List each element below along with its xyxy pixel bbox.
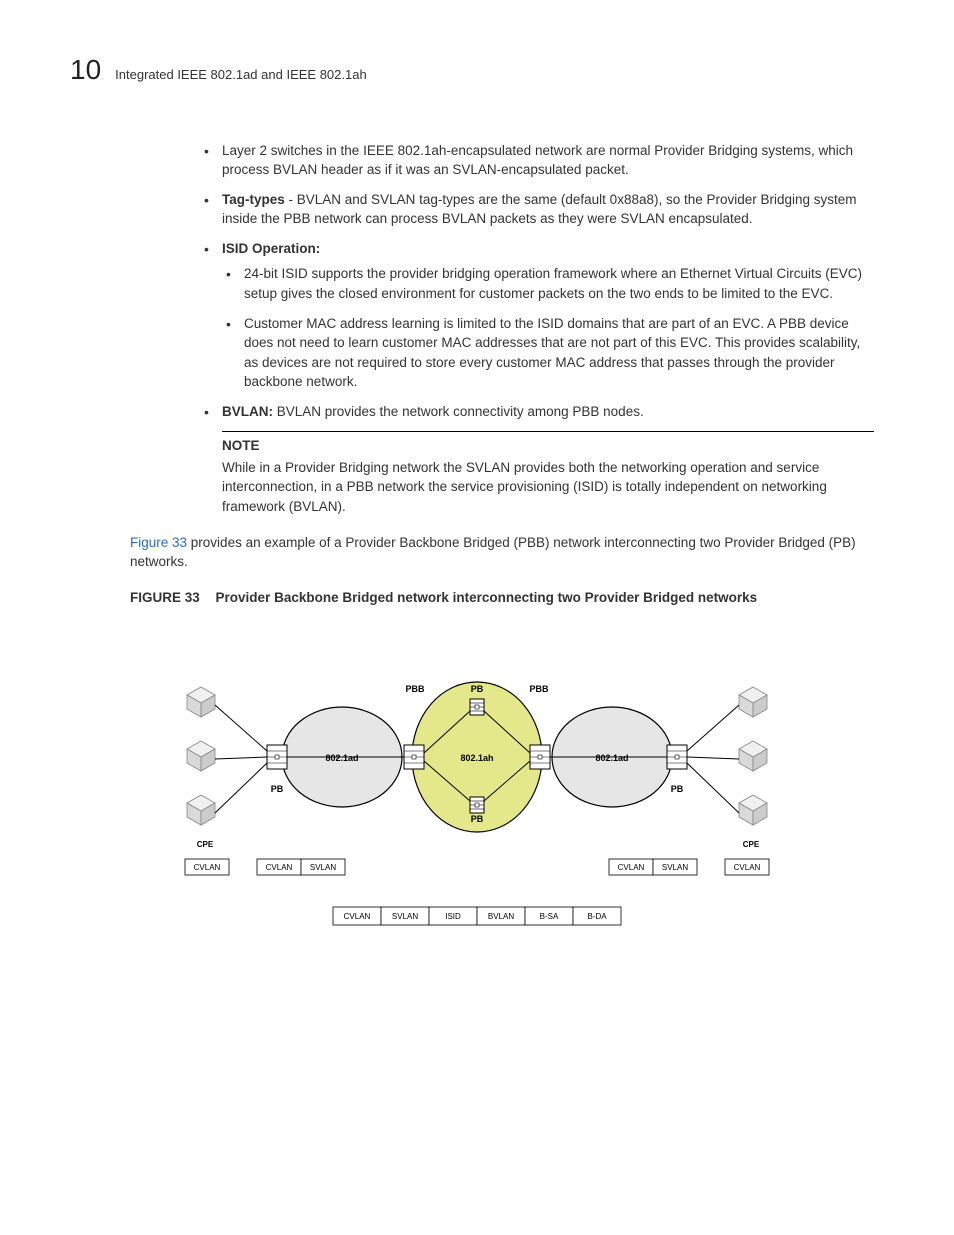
sub-bullet-item: Customer MAC address learning is limited…: [222, 314, 874, 392]
svg-text:B-DA: B-DA: [587, 912, 607, 921]
svg-text:PB: PB: [671, 784, 684, 794]
bullet-text: Customer MAC address learning is limited…: [244, 316, 860, 390]
svg-text:ISID: ISID: [445, 912, 461, 921]
svg-text:SVLAN: SVLAN: [310, 863, 336, 872]
svg-text:802.1ah: 802.1ah: [460, 753, 493, 763]
note-title: NOTE: [222, 436, 874, 456]
svg-text:802.1ad: 802.1ad: [325, 753, 358, 763]
bullet-label: Tag-types: [222, 192, 285, 207]
svg-text:CVLAN: CVLAN: [344, 912, 371, 921]
body-paragraph-block: Figure 33 provides an example of a Provi…: [130, 533, 874, 608]
bullet-item: BVLAN: BVLAN provides the network connec…: [200, 402, 874, 422]
bullet-item: ISID Operation: 24-bit ISID supports the…: [200, 239, 874, 392]
svg-text:BVLAN: BVLAN: [488, 912, 514, 921]
figure-title: Provider Backbone Bridged network interc…: [216, 590, 758, 605]
svg-text:CVLAN: CVLAN: [194, 863, 221, 872]
svg-text:PB: PB: [271, 784, 284, 794]
diagram-svg: 802.1ad 802.1ad 802.1ah PBB PBB PB PB PB PB CPE CP…: [157, 637, 797, 977]
bullet-item: Tag-types - BVLAN and SVLAN tag-types ar…: [200, 190, 874, 229]
bullet-text: - BVLAN and SVLAN tag-types are the same…: [222, 192, 857, 227]
page-number: 10: [70, 50, 101, 91]
note-block: NOTE While in a Provider Bridging networ…: [222, 431, 874, 516]
svg-text:PB: PB: [471, 814, 484, 824]
svg-text:CPE: CPE: [197, 840, 214, 849]
note-text: While in a Provider Bridging network the…: [222, 458, 874, 517]
svg-text:B-SA: B-SA: [540, 912, 559, 921]
bulleted-content: Layer 2 switches in the IEEE 802.1ah-enc…: [200, 141, 874, 517]
svg-text:CVLAN: CVLAN: [734, 863, 761, 872]
svg-text:PBB: PBB: [529, 684, 549, 694]
divider: [222, 431, 874, 432]
svg-text:CVLAN: CVLAN: [266, 863, 293, 872]
svg-text:SVLAN: SVLAN: [392, 912, 418, 921]
sub-bullet-item: 24-bit ISID supports the provider bridgi…: [222, 264, 874, 303]
bullet-text: 24-bit ISID supports the provider bridgi…: [244, 266, 862, 301]
svg-text:SVLAN: SVLAN: [662, 863, 688, 872]
bullet-label: BVLAN:: [222, 404, 273, 419]
network-diagram: 802.1ad 802.1ad 802.1ah PBB PBB PB PB PB PB CPE CP…: [70, 637, 884, 977]
bullet-label: ISID Operation:: [222, 241, 320, 256]
svg-text:PB: PB: [471, 684, 484, 694]
body-paragraph: Figure 33 provides an example of a Provi…: [130, 533, 874, 572]
bullet-text: Layer 2 switches in the IEEE 802.1ah-enc…: [222, 143, 853, 178]
svg-text:PBB: PBB: [405, 684, 425, 694]
svg-text:CPE: CPE: [743, 840, 760, 849]
body-text: provides an example of a Provider Backbo…: [130, 535, 856, 570]
header-title: Integrated IEEE 802.1ad and IEEE 802.1ah: [115, 66, 367, 85]
bullet-item: Layer 2 switches in the IEEE 802.1ah-enc…: [200, 141, 874, 180]
figure-label: FIGURE 33: [130, 590, 200, 605]
figure-caption: FIGURE 33 Provider Backbone Bridged netw…: [130, 588, 874, 608]
svg-text:CVLAN: CVLAN: [618, 863, 645, 872]
figure-link[interactable]: Figure 33: [130, 535, 187, 550]
bullet-text: BVLAN provides the network connectivity …: [273, 404, 644, 419]
svg-text:802.1ad: 802.1ad: [595, 753, 628, 763]
page-header: 10 Integrated IEEE 802.1ad and IEEE 802.…: [70, 50, 884, 91]
